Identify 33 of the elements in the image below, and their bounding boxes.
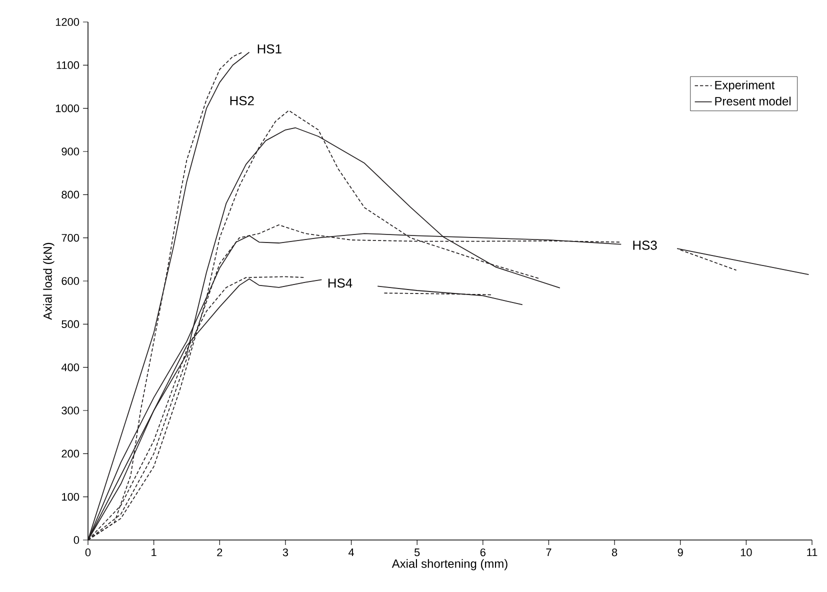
y-tick-label: 300 [62, 406, 80, 414]
y-tick-label: 900 [62, 148, 80, 156]
y-axis-title: Axial load (kN) [43, 242, 54, 320]
y-tick-label: 1200 [56, 18, 80, 26]
y-tick-label: 700 [62, 234, 80, 242]
y-tick-label: 1100 [56, 61, 80, 70]
x-tick-label: 3 [282, 548, 288, 556]
x-tick-label: 1 [152, 548, 156, 556]
x-tick-label: 11 [807, 548, 818, 556]
y-tick-label: 500 [62, 320, 80, 328]
annotation: HS4 [328, 278, 352, 288]
legend-label: Experiment [715, 80, 775, 92]
y-tick-label: 0 [74, 536, 80, 544]
y-tick-label: 800 [62, 190, 80, 199]
annotation: HS2 [230, 96, 254, 106]
legend-label: Present model [715, 96, 791, 106]
annotation: HS3 [633, 240, 657, 250]
y-tick-label: 600 [62, 277, 80, 285]
y-tick-label: 1000 [56, 104, 80, 112]
y-tick-label: 400 [61, 363, 80, 372]
x-tick-label: 5 [414, 548, 420, 556]
y-tick-label: 100 [62, 492, 80, 501]
annotation: HS1 [258, 44, 282, 54]
x-tick-label: 7 [546, 548, 552, 556]
x-tick-label: 6 [480, 548, 486, 556]
x-tick-label: 9 [678, 548, 683, 556]
x-axis-title: Axial shortening (mm) [392, 559, 508, 570]
x-tick-label: 10 [740, 548, 752, 556]
x-tick-label: 8 [612, 548, 618, 556]
y-tick-label: 200 [62, 450, 80, 458]
x-tick-label: 0 [85, 548, 91, 556]
x-tick-label: 2 [217, 548, 222, 556]
x-tick-label: 4 [348, 548, 354, 556]
